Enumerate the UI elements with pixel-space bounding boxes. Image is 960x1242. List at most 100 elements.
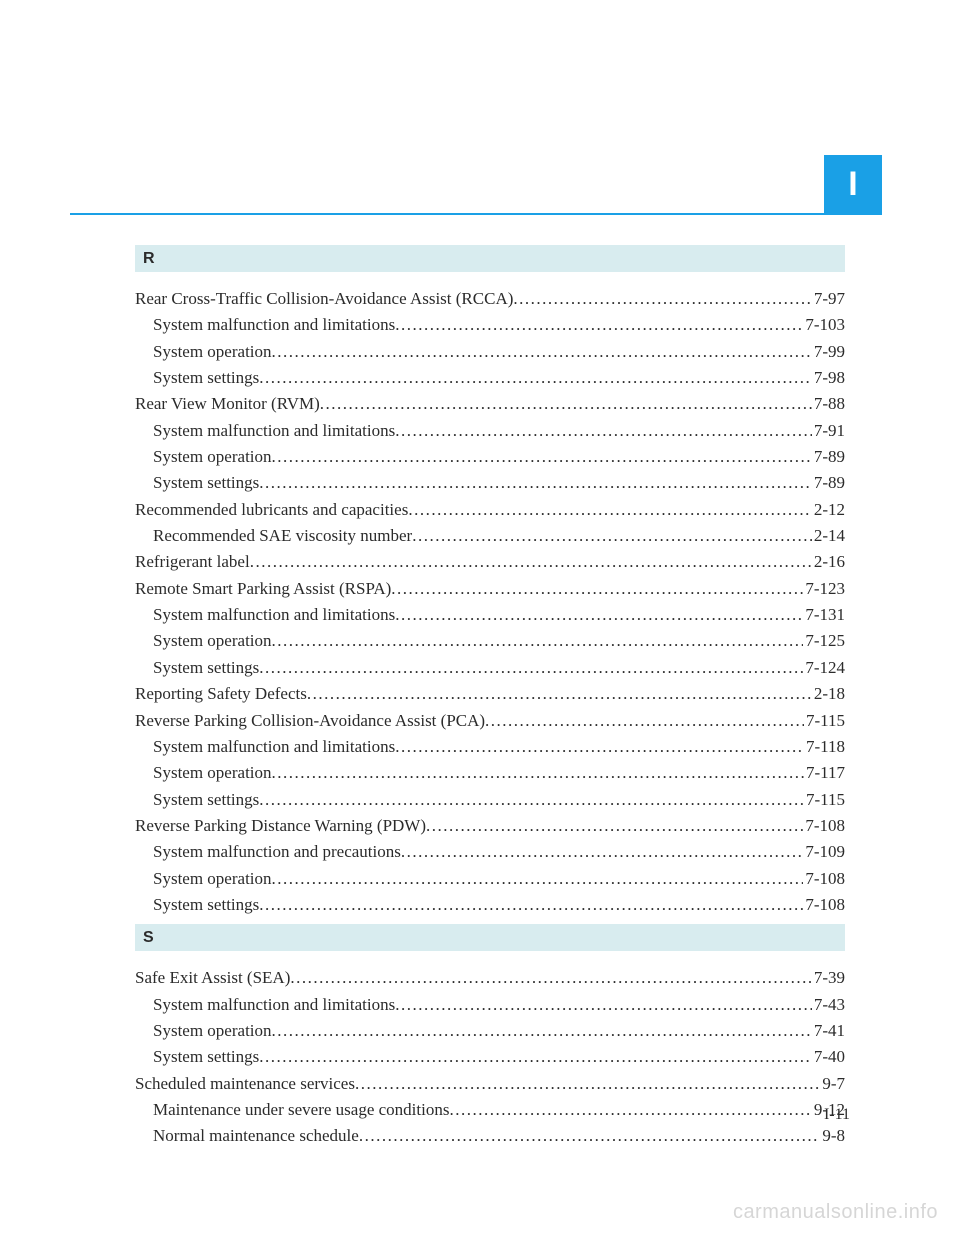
index-entry: System settings7-40 <box>135 1044 845 1070</box>
dot-leader <box>395 418 812 444</box>
entry-page: 7-41 <box>812 1018 845 1044</box>
index-entry: Remote Smart Parking Assist (RSPA) 7-123 <box>135 576 845 602</box>
dot-leader <box>259 892 803 918</box>
index-entry: System malfunction and limitations 7-91 <box>135 418 845 444</box>
entry-label: Maintenance under severe usage condition… <box>153 1097 449 1123</box>
index-entry: Reverse Parking Distance Warning (PDW) 7… <box>135 813 845 839</box>
dot-leader <box>250 549 812 575</box>
entry-page: 7-40 <box>812 1044 845 1070</box>
entry-label: System settings <box>153 470 259 496</box>
index-entry: System settings 7-89 <box>135 470 845 496</box>
entry-page: 9-8 <box>820 1123 845 1149</box>
entry-page: 7-118 <box>804 734 845 760</box>
index-entry: System malfunction and limitations7-103 <box>135 312 845 338</box>
entry-label: Rear View Monitor (RVM) <box>135 391 320 417</box>
dot-leader <box>259 365 812 391</box>
page-number: I-11 <box>824 1106 850 1124</box>
entry-page: 7-91 <box>812 418 845 444</box>
entry-page: 2-12 <box>812 497 845 523</box>
index-entry: System malfunction and limitations7-43 <box>135 992 845 1018</box>
dot-leader <box>359 1123 821 1149</box>
index-entry: Maintenance under severe usage condition… <box>135 1097 845 1123</box>
entry-label: System malfunction and precautions <box>153 839 401 865</box>
entry-page: 2-14 <box>812 523 845 549</box>
dot-leader <box>449 1097 811 1123</box>
index-entry: System operation7-99 <box>135 339 845 365</box>
dot-leader <box>272 628 804 654</box>
entry-page: 7-115 <box>804 787 845 813</box>
entry-page: 7-89 <box>812 470 845 496</box>
entry-label: Rear Cross-Traffic Collision-Avoidance A… <box>135 286 513 312</box>
dot-leader <box>395 992 812 1018</box>
dot-leader <box>259 1044 812 1070</box>
entry-label: System malfunction and limitations <box>153 418 395 444</box>
entry-label: Recommended lubricants and capacities <box>135 497 408 523</box>
entry-label: System settings <box>153 892 259 918</box>
entry-page: 2-16 <box>812 549 845 575</box>
dot-leader <box>395 312 803 338</box>
entry-page: 7-123 <box>803 576 845 602</box>
letter-header: R <box>135 245 845 272</box>
dot-leader <box>513 286 811 312</box>
entry-label: Normal maintenance schedule <box>153 1123 359 1149</box>
entry-label: Refrigerant label <box>135 549 250 575</box>
dot-leader <box>412 523 812 549</box>
index-entry: System malfunction and limitations 7-118 <box>135 734 845 760</box>
dot-leader <box>401 839 803 865</box>
index-entry: System operation 7-125 <box>135 628 845 654</box>
entry-page: 7-109 <box>803 839 845 865</box>
dot-leader <box>272 444 812 470</box>
index-entry: System settings7-115 <box>135 787 845 813</box>
index-entry: Normal maintenance schedule 9-8 <box>135 1123 845 1149</box>
index-entry: Scheduled maintenance services9-7 <box>135 1071 845 1097</box>
index-entry: Recommended SAE viscosity number2-14 <box>135 523 845 549</box>
entry-label: System settings <box>153 365 259 391</box>
entry-page: 2-18 <box>812 681 845 707</box>
index-entry: Rear Cross-Traffic Collision-Avoidance A… <box>135 286 845 312</box>
entry-label: Reverse Parking Distance Warning (PDW) <box>135 813 426 839</box>
entry-page: 7-97 <box>812 286 845 312</box>
entry-page: 9-7 <box>820 1071 845 1097</box>
entry-page: 7-117 <box>804 760 845 786</box>
dot-leader <box>272 760 804 786</box>
index-content: R Rear Cross-Traffic Collision-Avoidance … <box>135 245 845 1150</box>
index-entry: System operation7-41 <box>135 1018 845 1044</box>
index-entry: System settings7-124 <box>135 655 845 681</box>
entry-page: 7-108 <box>803 892 845 918</box>
entry-label: Reporting Safety Defects <box>135 681 307 707</box>
entry-page: 7-99 <box>812 339 845 365</box>
entry-page: 7-103 <box>803 312 845 338</box>
entry-page: 7-108 <box>803 813 845 839</box>
entry-page: 7-98 <box>812 365 845 391</box>
dot-leader <box>307 681 812 707</box>
tab-letter: I <box>848 165 857 204</box>
index-entry: Rear View Monitor (RVM)7-88 <box>135 391 845 417</box>
entry-page: 7-131 <box>803 602 845 628</box>
entry-page: 7-108 <box>803 866 845 892</box>
entry-page: 7-125 <box>803 628 845 654</box>
dot-leader <box>259 655 803 681</box>
index-entry: System operation 7-108 <box>135 866 845 892</box>
dot-leader <box>259 470 812 496</box>
entry-label: System operation <box>153 628 272 654</box>
entry-label: Safe Exit Assist (SEA) <box>135 965 290 991</box>
dot-leader <box>355 1071 820 1097</box>
entry-label: Remote Smart Parking Assist (RSPA) <box>135 576 391 602</box>
entry-label: System operation <box>153 760 272 786</box>
letter-header: S <box>135 924 845 951</box>
index-entry: Reverse Parking Collision-Avoidance Assi… <box>135 708 845 734</box>
dot-leader <box>485 708 804 734</box>
dot-leader <box>290 965 811 991</box>
entry-label: System malfunction and limitations <box>153 602 395 628</box>
dot-leader <box>426 813 803 839</box>
entry-label: System operation <box>153 866 272 892</box>
entry-page: 7-124 <box>803 655 845 681</box>
index-entry: System settings 7-108 <box>135 892 845 918</box>
index-entry: System operation7-89 <box>135 444 845 470</box>
horizontal-rule <box>70 213 882 215</box>
entry-label: System malfunction and limitations <box>153 734 395 760</box>
entry-label: Reverse Parking Collision-Avoidance Assi… <box>135 708 485 734</box>
dot-leader <box>395 734 804 760</box>
dot-leader <box>272 1018 812 1044</box>
dot-leader <box>391 576 803 602</box>
